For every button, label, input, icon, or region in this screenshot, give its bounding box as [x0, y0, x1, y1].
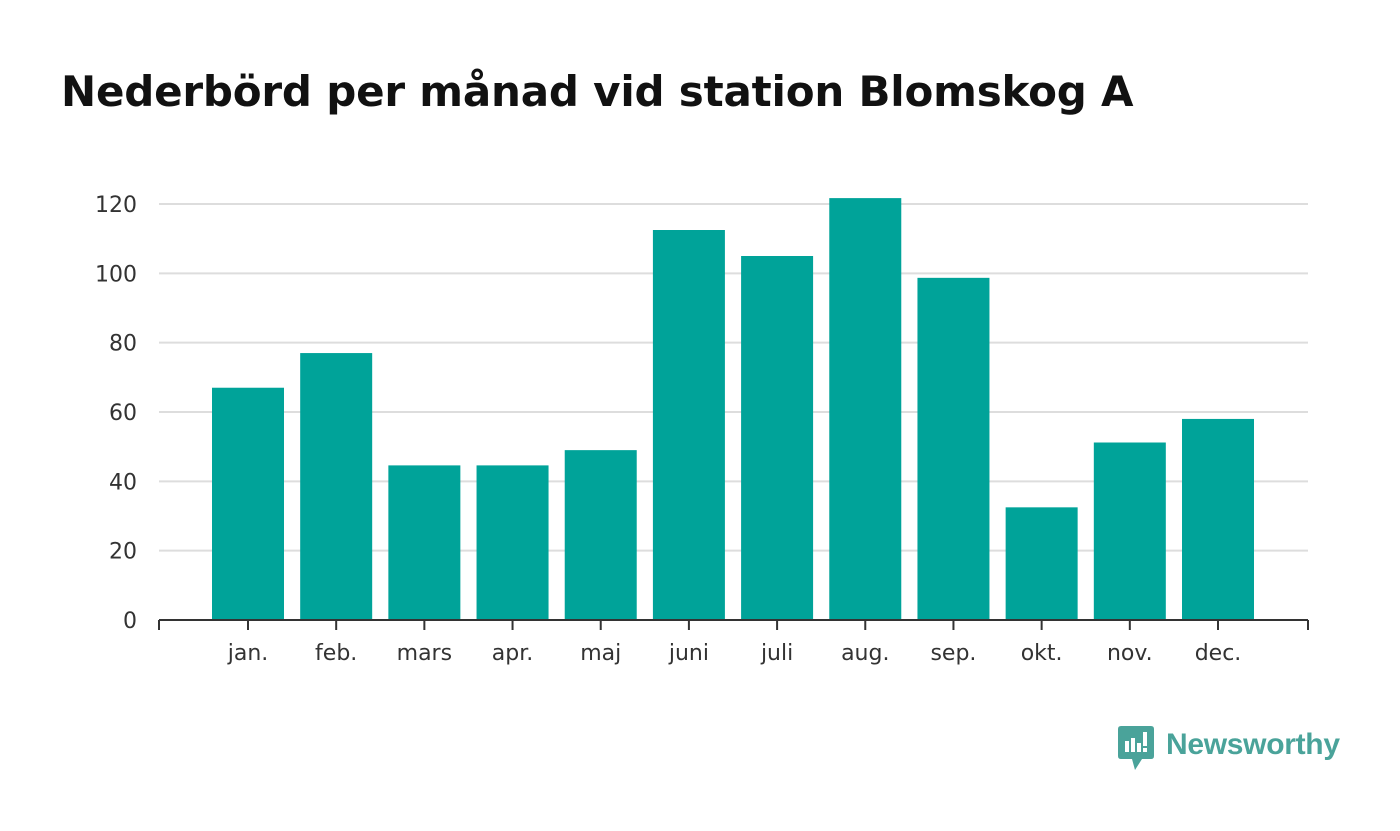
- y-tick-label: 20: [109, 540, 137, 565]
- x-tick-label: aug.: [841, 641, 889, 666]
- bar-maj: [564, 450, 637, 620]
- x-tick-label: jan.: [227, 641, 269, 666]
- bar-okt: [1005, 507, 1078, 620]
- bar-feb: [300, 353, 373, 620]
- x-tick-label: okt.: [1021, 641, 1063, 666]
- bar-aug: [829, 198, 902, 620]
- x-tick-label: dec.: [1195, 641, 1242, 666]
- x-tick-label: feb.: [315, 641, 357, 666]
- bar-sep: [917, 277, 990, 620]
- brand-name: Newsworthy: [1166, 728, 1340, 761]
- bar-apr: [476, 465, 549, 620]
- y-tick-label: 60: [109, 401, 137, 426]
- x-axis-tick-labels: jan. feb. mars apr. maj juni juli aug. sep. okt. n…: [227, 641, 1242, 666]
- y-axis-tick-labels: 0 20 40 60 80 100 120: [95, 193, 137, 634]
- x-tick-label: juni: [668, 641, 709, 666]
- bar-dec: [1182, 418, 1254, 620]
- x-tick-label: nov.: [1107, 641, 1153, 666]
- x-tick-label: sep.: [930, 641, 976, 666]
- x-tick-label: juli: [760, 641, 793, 666]
- bars: [212, 198, 1254, 620]
- y-tick-label: 0: [123, 609, 137, 634]
- x-tick-label: apr.: [492, 641, 533, 666]
- bar-jan: [212, 387, 284, 620]
- bar-mars: [388, 465, 461, 620]
- bar-juli: [741, 256, 814, 620]
- chart-title: Nederbörd per månad vid station Blomskog…: [61, 67, 1134, 116]
- x-axis: [158, 619, 1309, 630]
- y-tick-label: 120: [95, 193, 137, 218]
- newsworthy-logo: Newsworthy: [1118, 726, 1340, 772]
- y-tick-label: 80: [109, 332, 137, 357]
- bar-nov: [1093, 442, 1166, 620]
- y-tick-label: 40: [109, 470, 137, 495]
- newsworthy-logo-icon: [1118, 726, 1154, 770]
- x-tick-label: mars: [397, 641, 452, 666]
- bar-juni: [652, 230, 725, 620]
- x-tick-label: maj: [580, 641, 621, 666]
- y-tick-label: 100: [95, 262, 137, 287]
